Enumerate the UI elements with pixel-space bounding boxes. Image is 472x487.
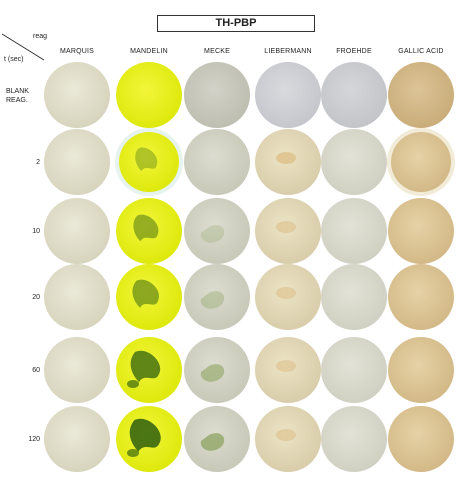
well-gallic-10 [388,198,454,264]
well-liebermann-60 [255,337,321,403]
title-box: TH-PBP [157,15,315,32]
well-gallic-60 [388,337,454,403]
column-label-froehde: FROEHDE [336,48,372,55]
well-froehde-20 [321,264,387,330]
corner-reag-label: reag [33,33,48,40]
row-label-120: 120 [28,436,40,443]
row-label-blank: BLANK REAG. [6,88,29,104]
well-mandelin-2 [115,128,183,196]
well-liebermann-blank [255,62,321,128]
row-label-60: 60 [32,367,40,374]
well-liebermann-20 [255,264,321,330]
well-liebermann-2 [255,129,321,195]
well-gallic-20 [388,264,454,330]
row-label-20: 20 [32,294,40,301]
well-marquis-20 [44,264,110,330]
corner-divider [1,33,45,61]
well-marquis-blank [44,62,110,128]
well-froehde-2 [321,129,387,195]
well-marquis-60 [44,337,110,403]
well-mandelin-120 [116,406,182,472]
well-froehde-120 [321,406,387,472]
row-label-10: 10 [32,228,40,235]
row-label-2: 2 [36,159,40,166]
well-gallic-2 [387,128,455,196]
well-mecke-120 [184,406,250,472]
well-liebermann-120 [255,406,321,472]
well-gallic-120 [388,406,454,472]
column-label-gallic-acid: GALLIC ACID [398,48,444,55]
well-froehde-60 [321,337,387,403]
column-label-marquis: MARQUIS [59,48,95,55]
well-mandelin-10 [116,198,182,264]
well-mandelin-60 [116,337,182,403]
well-mecke-10 [184,198,250,264]
column-label-mecke: MECKE [204,48,230,55]
well-mandelin-20 [116,264,182,330]
well-marquis-2 [44,129,110,195]
column-label-mandelin: MANDELIN [130,48,168,55]
corner-time-label: t (sec) [4,56,24,63]
well-mecke-blank [184,62,250,128]
well-liebermann-10 [255,198,321,264]
well-froehde-10 [321,198,387,264]
well-froehde-blank [321,62,387,128]
well-mecke-2 [184,129,250,195]
well-marquis-120 [44,406,110,472]
column-label-liebermann: LIEBERMANN [264,48,312,55]
well-gallic-blank [388,62,454,128]
well-mecke-20 [184,264,250,330]
well-marquis-10 [44,198,110,264]
well-mecke-60 [184,337,250,403]
well-mandelin-blank [116,62,182,128]
